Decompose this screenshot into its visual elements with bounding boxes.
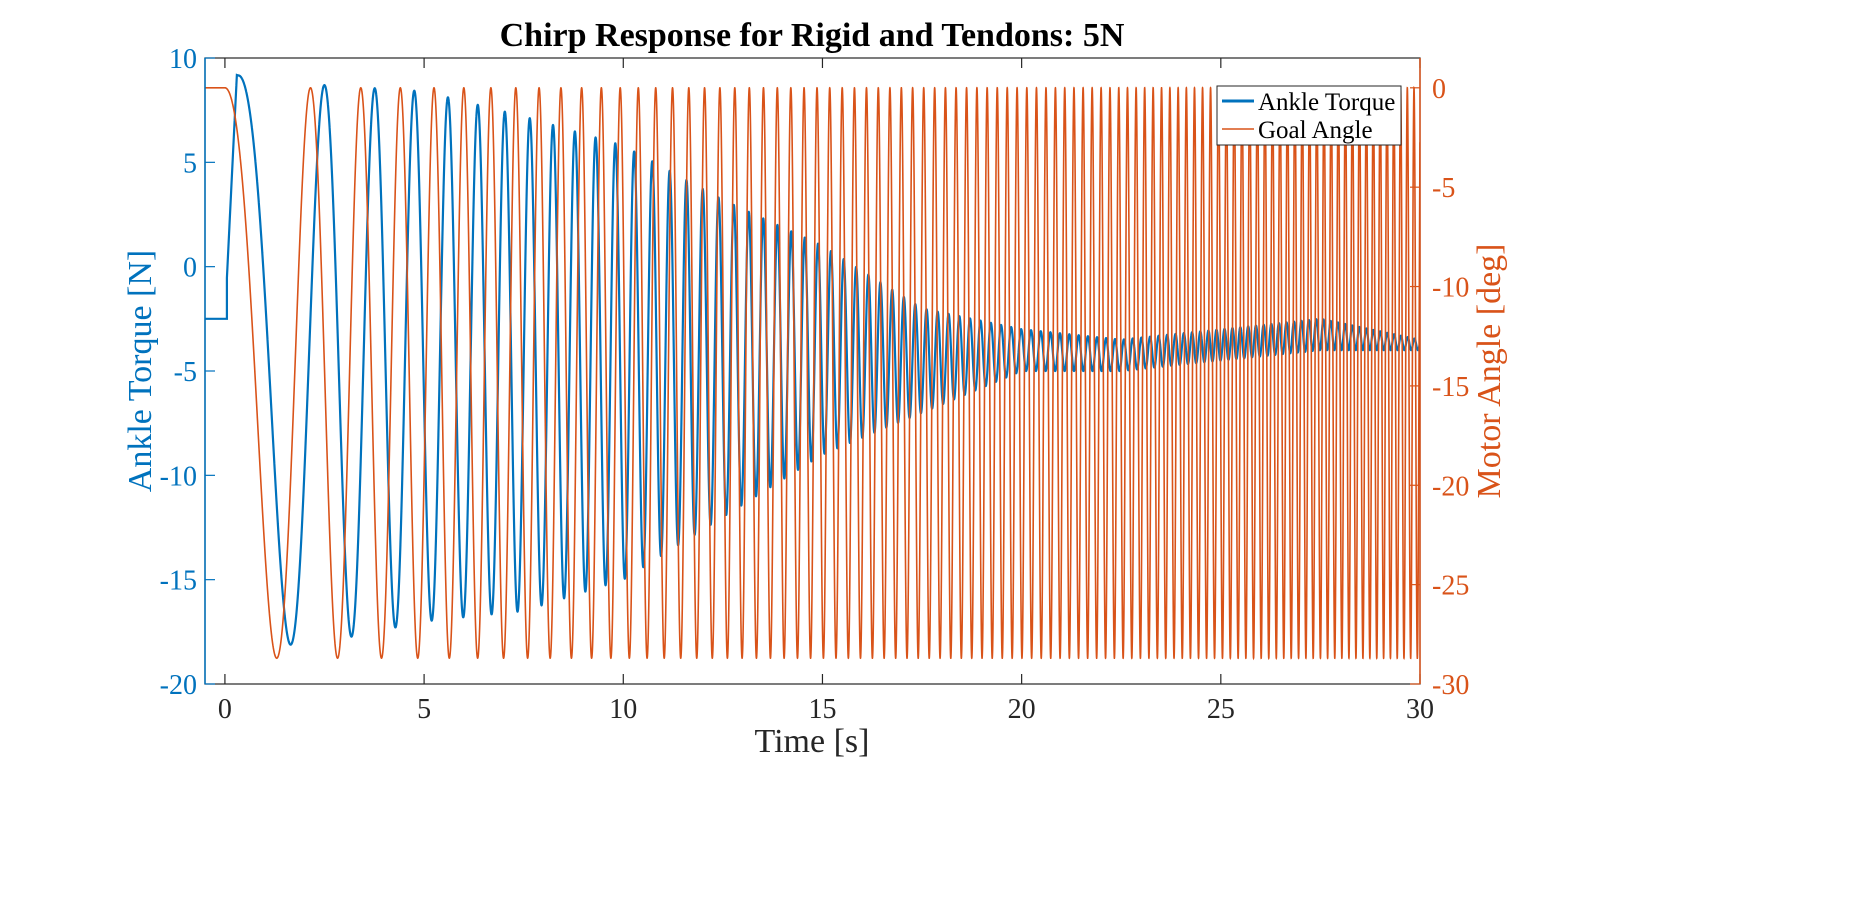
x-tick-label: 10 <box>609 694 637 725</box>
legend-box <box>1216 85 1402 146</box>
x-tick-label: 20 <box>1008 694 1036 725</box>
left-y-tick-label: 10 <box>169 44 197 75</box>
left-y-tick-label: -15 <box>160 566 197 597</box>
series-goal-angle <box>205 85 1420 661</box>
left-y-tick-label: -10 <box>160 461 197 492</box>
chart-title: Chirp Response for Rigid and Tendons: 5N <box>500 17 1125 54</box>
right-y-tick-label: -5 <box>1432 173 1455 204</box>
right-y-axis-label: Motor Angle [deg] <box>1471 244 1508 499</box>
legend-label-torque: Ankle Torque <box>1258 89 1395 116</box>
left-y-tick-label: 5 <box>183 148 197 179</box>
x-tick-label: 0 <box>218 694 232 725</box>
legend: Ankle Torque Goal Angle <box>1216 85 1402 146</box>
left-y-tick-label: -5 <box>174 357 197 388</box>
left-y-axis-label: Ankle Torque [N] <box>122 250 159 492</box>
x-tick-label: 15 <box>808 694 836 725</box>
x-axis-label: Time [s] <box>755 723 870 760</box>
right-y-tick-label: -20 <box>1432 471 1469 502</box>
left-y-axis: 10 5 0 -5 -10 -15 -20 <box>160 44 215 701</box>
right-y-tick-label: -15 <box>1432 372 1469 403</box>
x-tick-label: 5 <box>417 694 431 725</box>
right-y-tick-label: 0 <box>1432 74 1446 105</box>
right-y-axis: 0 -5 -10 -15 -20 -25 -30 <box>1410 58 1469 701</box>
x-axis: 0 5 10 15 20 25 30 <box>218 58 1434 725</box>
left-y-tick-label: -20 <box>160 670 197 701</box>
x-tick-label: 25 <box>1207 694 1235 725</box>
right-y-tick-label: -25 <box>1432 571 1469 602</box>
right-y-tick-label: -30 <box>1432 670 1469 701</box>
legend-label-goal: Goal Angle <box>1258 117 1373 144</box>
right-y-tick-label: -10 <box>1432 273 1469 304</box>
x-tick-label: 30 <box>1406 694 1434 725</box>
left-y-tick-label: 0 <box>183 253 197 284</box>
